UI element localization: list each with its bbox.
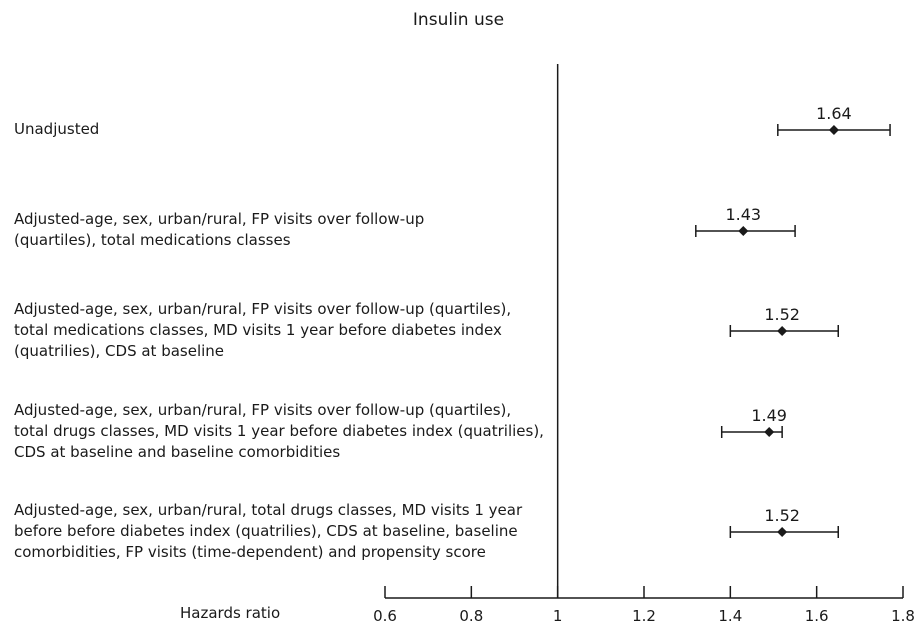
row-label-line: total drugs classes, MD visits 1 year be… bbox=[14, 421, 544, 440]
hr-point bbox=[738, 226, 749, 236]
hr-value-label: 1.49 bbox=[751, 406, 787, 425]
x-tick-label: 0.8 bbox=[459, 607, 483, 624]
row-label-line: Adjusted-age, sex, urban/rural, FP visit… bbox=[14, 210, 425, 228]
row-label-line: (quatrilies), CDS at baseline bbox=[14, 341, 225, 360]
row-label-line: Adjusted-age, sex, urban/rural, FP visit… bbox=[14, 299, 512, 318]
row-label-line: total medications classes, MD visits 1 y… bbox=[14, 320, 502, 339]
hr-point bbox=[764, 427, 775, 437]
row-label-line: comorbidities, FP visits (time-dependent… bbox=[14, 542, 486, 561]
row-label: Adjusted-age, sex, urban/rural, FP visit… bbox=[14, 209, 424, 251]
x-tick-label: 0.6 bbox=[373, 607, 397, 624]
row-label-line: (quartiles), total medications classes bbox=[14, 231, 291, 249]
x-axis-label: Hazards ratio bbox=[180, 604, 281, 622]
hr-value-label: 1.52 bbox=[764, 506, 800, 525]
row-label-line: before before diabetes index (quatrilies… bbox=[14, 521, 518, 540]
row-label-line: Unadjusted bbox=[14, 119, 100, 138]
row-label-line: Adjusted-age, sex, urban/rural, total dr… bbox=[14, 500, 523, 519]
row-label: Adjusted-age, sex, urban/rural, FP visit… bbox=[14, 400, 544, 463]
hr-value-label: 1.43 bbox=[725, 205, 761, 224]
x-tick-label: 1.4 bbox=[718, 607, 742, 624]
row-label: Adjusted-age, sex, urban/rural, total dr… bbox=[14, 500, 522, 563]
hr-point bbox=[777, 527, 788, 537]
x-tick-label: 1.2 bbox=[632, 607, 656, 624]
hr-value-label: 1.64 bbox=[816, 104, 852, 123]
chart-title: Insulin use bbox=[412, 10, 505, 30]
hr-value-label: 1.52 bbox=[764, 305, 800, 324]
row-label: Unadjusted bbox=[14, 119, 99, 140]
hr-point bbox=[828, 125, 839, 135]
x-tick-label: 1.8 bbox=[891, 607, 915, 624]
x-tick-label: 1.6 bbox=[805, 607, 829, 624]
row-label: Adjusted-age, sex, urban/rural, FP visit… bbox=[14, 299, 511, 362]
row-label-line: CDS at baseline and baseline comorbiditi… bbox=[14, 442, 341, 461]
row-label-line: Adjusted-age, sex, urban/rural, FP visit… bbox=[14, 400, 512, 419]
x-tick-label: 1 bbox=[553, 607, 563, 624]
hr-point bbox=[777, 326, 788, 336]
